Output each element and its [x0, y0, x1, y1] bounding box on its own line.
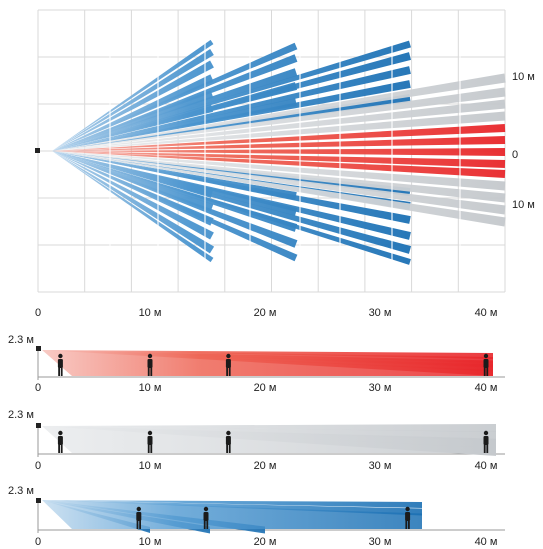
side-blue-tick-40: 40 м [475, 536, 498, 548]
side-detector-marker [36, 423, 41, 428]
blue-beam-2 [52, 151, 298, 232]
side-red-tick-10: 10 м [139, 382, 162, 394]
person-icon [225, 353, 231, 376]
side-red-people [57, 353, 489, 376]
red-side-beam-4 [42, 350, 493, 359]
blue-beam-4 [52, 151, 298, 262]
side-red-height-label: 2.3 м [8, 334, 34, 346]
side-gray-tick-30: 30 м [369, 460, 392, 472]
blue-beam-1 [52, 52, 412, 152]
side-blue-tick-30: 30 м [369, 536, 392, 548]
top-tick-20: 20 м [254, 307, 277, 319]
side-red-tick-0: 0 [35, 382, 41, 394]
side-blue-people [136, 506, 411, 529]
blue-beam-0 [52, 151, 214, 198]
blue-beam-2 [52, 151, 214, 226]
blue-beam-3 [52, 151, 411, 240]
top-tick-40: 40 м [475, 307, 498, 319]
side-red-tick-30: 30 м [369, 382, 392, 394]
person-icon [57, 353, 63, 376]
person-icon [483, 353, 489, 376]
person-icon [136, 506, 142, 529]
blue-beam-4 [52, 151, 412, 254]
side-gray-tick-0: 0 [35, 460, 41, 472]
blue-beam-1 [52, 49, 214, 151]
right-label-lower: 10 м [512, 199, 535, 211]
blue-beam-2 [52, 151, 411, 224]
person-icon [147, 353, 153, 376]
blue-beam-3 [52, 151, 214, 240]
blue-beam-1 [52, 54, 298, 151]
blue-beam-0 [52, 42, 298, 151]
blue-beam-2 [52, 60, 214, 151]
top-view-beams [52, 39, 506, 266]
side-view-red: 2.3 м 0 10 м 20 м 30 м 40 м [8, 334, 505, 394]
side-blue-beams [42, 500, 422, 534]
blue-beam-3 [52, 74, 214, 151]
side-gray-tick-40: 40 м [475, 460, 498, 472]
right-label-upper: 10 м [512, 71, 535, 83]
blue-side-beam-4 [42, 500, 422, 508]
side-red-tick-20: 20 м [254, 382, 277, 394]
blue-beam-3 [52, 82, 298, 151]
side-blue-height-label: 2.3 м [8, 485, 34, 497]
top-tick-0: 0 [35, 307, 41, 319]
right-label-center: 0 [512, 149, 518, 161]
red-side-band [42, 350, 493, 376]
blue-beam-5 [52, 151, 411, 265]
gray-side-beam-3 [42, 424, 496, 432]
person-icon [147, 430, 153, 453]
blue-beam-0 [52, 40, 412, 152]
person-icon [405, 506, 411, 529]
side-view-gray: 2.3 м 0 10 м 20 м 30 м 40 м [8, 409, 505, 472]
side-gray-tick-20: 20 м [254, 460, 277, 472]
blue-beam-0 [52, 39, 214, 151]
side-view-blue: 2.3 м 0 10 м 20 м 30 м 40 м [8, 485, 505, 548]
side-gray-height-label: 2.3 м [8, 409, 34, 421]
person-icon [203, 506, 209, 529]
side-gray-tick-10: 10 м [139, 460, 162, 472]
blue-beam-5 [52, 151, 214, 263]
side-gray-people [57, 430, 489, 453]
side-blue-tick-10: 10 м [139, 536, 162, 548]
side-gray-beams [42, 424, 496, 456]
detector-marker [35, 148, 40, 153]
top-tick-30: 30 м [369, 307, 392, 319]
blue-beam-2 [52, 66, 411, 151]
person-icon [57, 430, 63, 453]
blue-beam-2 [52, 68, 298, 151]
blue-beam-1 [52, 151, 297, 216]
side-blue-tick-0: 0 [35, 536, 41, 548]
gray-side-band [42, 426, 496, 453]
blue-beam-3 [52, 151, 298, 248]
side-red-beams [42, 350, 493, 376]
person-icon [483, 430, 489, 453]
top-tick-10: 10 м [139, 307, 162, 319]
side-detector-marker [36, 498, 41, 503]
person-icon [225, 430, 231, 453]
side-detector-marker [36, 346, 41, 351]
blue-beam-4 [52, 151, 215, 254]
blue-beam-3 [52, 80, 411, 151]
side-blue-tick-20: 20 м [254, 536, 277, 548]
side-red-tick-40: 40 м [475, 382, 498, 394]
